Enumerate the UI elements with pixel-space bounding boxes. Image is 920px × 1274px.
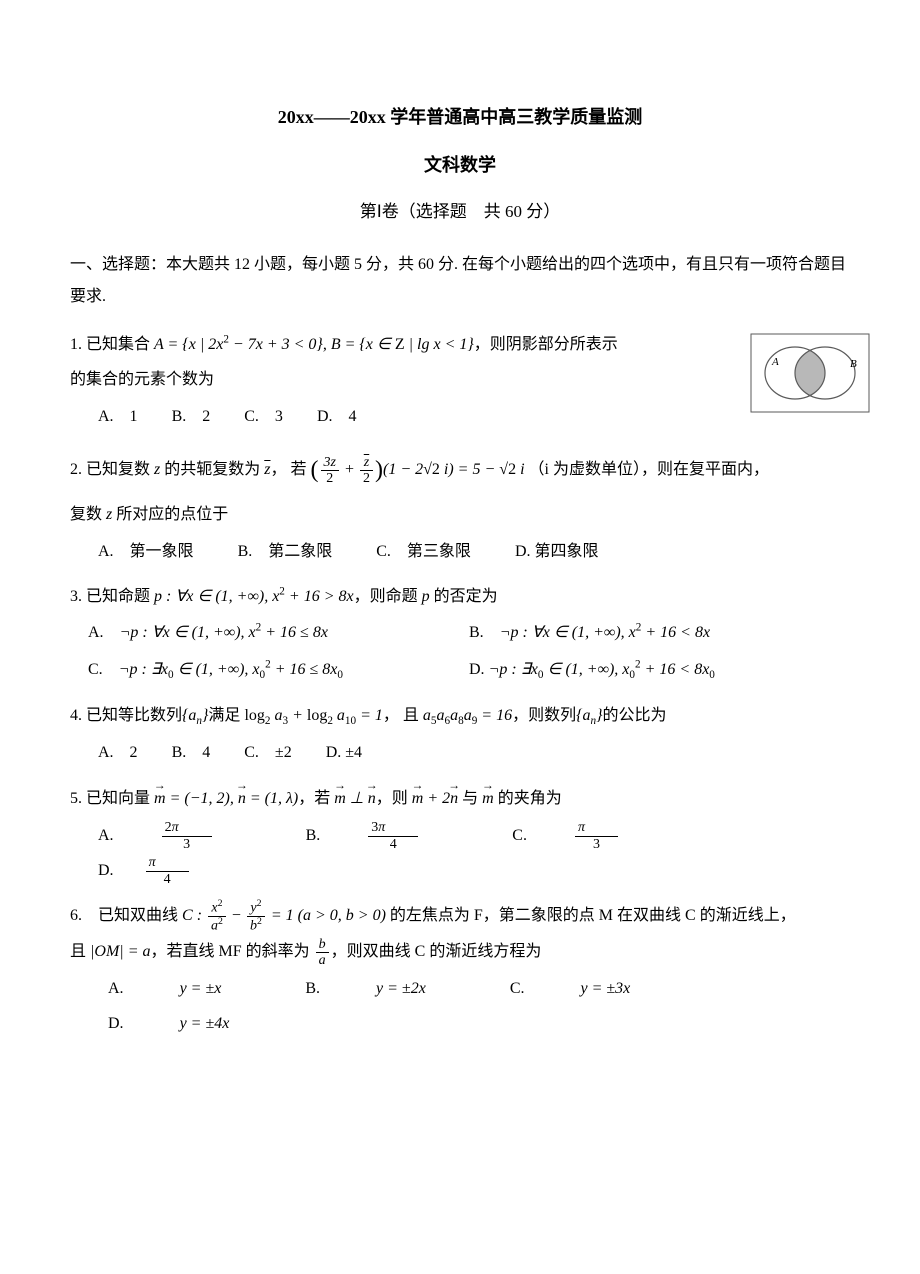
q1-optB: B. 2 <box>172 399 211 434</box>
section-header: 第Ⅰ卷（选择题 共 60 分） <box>70 196 850 228</box>
q3-optC-pre: C. <box>88 661 119 678</box>
q6-optB-pre: B. <box>305 971 336 1006</box>
q4-optD: D. ±4 <box>326 735 362 770</box>
question-2: 2. 已知复数 z 的共轭复数为 z， 若 (3z2 + z2)(1 − 2√2… <box>70 444 850 569</box>
exam-title: 20xx——20xx 学年普通高中高三教学质量监测 <box>70 100 850 134</box>
q2-optD: D. 第四象限 <box>515 534 599 569</box>
q5-mid1: ，若 <box>298 790 334 807</box>
svg-text:A: A <box>771 356 779 368</box>
q2-line2-pre: 复数 <box>70 506 106 523</box>
q5-optB-pre: B. <box>306 818 337 853</box>
q2-line2-post: 所对应的点位于 <box>112 506 228 523</box>
question-3: 3. 已知命题 p : ∀x ∈ (1, +∞), x2 + 16 > 8x，则… <box>70 579 850 687</box>
q4-optC: C. ±2 <box>244 735 291 770</box>
q4-mid3: ，则数列 <box>512 707 576 724</box>
question-1: A B 1. 已知集合 A = {x | 2x2 − 7x + 3 < 0}, … <box>70 327 850 435</box>
q1-mid: ，则阴影部分所表示 <box>474 336 618 353</box>
q6-line2-mid: ，若直线 MF 的斜率为 <box>151 943 314 960</box>
q3-optD-pre: D. <box>469 661 489 678</box>
q1-optC: C. 3 <box>244 399 283 434</box>
q3-prefix: 3. 已知命题 <box>70 588 154 605</box>
q2-optA: A. 第一象限 <box>98 534 194 569</box>
q6-prefix: 6. 已知双曲线 <box>70 907 182 924</box>
q4-post: 的公比为 <box>603 707 667 724</box>
q6-line2-pre: 且 <box>70 943 90 960</box>
q2-options: A. 第一象限 B. 第二象限 C. 第三象限 D. 第四象限 <box>70 534 850 569</box>
q6-options: A. y = ±x B. y = ±2x C. y = ±3x D. y = ±… <box>70 971 850 1041</box>
q2-mid3: （i 为虚数单位），则在复平面内， <box>525 461 769 478</box>
q2-prefix: 2. 已知复数 <box>70 461 154 478</box>
q4-mid1: 满足 <box>208 707 244 724</box>
q3-options: A. ¬p : ∀x ∈ (1, +∞), x2 + 16 ≤ 8x B. ¬p… <box>70 615 850 688</box>
q3-optB-pre: B. <box>469 624 500 641</box>
q4-prefix: 4. 已知等比数列 <box>70 707 182 724</box>
question-5: 5. 已知向量 m = (−1, 2), n = (1, λ)，若 m ⊥ n，… <box>70 781 850 889</box>
svg-text:B: B <box>850 358 857 370</box>
q4-options: A. 2 B. 4 C. ±2 D. ±4 <box>70 735 850 770</box>
q4-mid2: ， 且 <box>383 707 423 724</box>
question-4: 4. 已知等比数列{an}满足 log2 a3 + log2 a10 = 1， … <box>70 698 850 771</box>
q1-optD: D. 4 <box>317 399 357 434</box>
q5-optC-pre: C. <box>512 818 543 853</box>
q2-mid2: ， 若 <box>271 461 311 478</box>
q2-mid1: 的共轭复数为 <box>160 461 264 478</box>
q2-optC: C. 第三象限 <box>376 534 471 569</box>
q5-options: A. 2π3 B. 3π4 C. π3 D. π4 <box>70 818 850 888</box>
q1-line2: 的集合的元素个数为 <box>70 362 850 397</box>
q6-mid: 的左焦点为 F，第二象限的点 M 在双曲线 C 的渐近线上， <box>386 907 796 924</box>
exam-subject: 文科数学 <box>70 148 850 182</box>
q1-prefix: 1. 已知集合 <box>70 336 154 353</box>
q5-mid3: 与 <box>458 790 482 807</box>
q5-optA-pre: A. <box>98 818 130 853</box>
q1-options: A. 1 B. 2 C. 3 D. 4 <box>70 399 850 434</box>
q3-optA-pre: A. <box>88 624 120 641</box>
q3-post: 的否定为 <box>430 588 498 605</box>
question-6: 6. 已知双曲线 C : x2a2 − y2b2 = 1 (a > 0, b >… <box>70 898 850 1041</box>
q5-optD-pre: D. <box>98 853 114 888</box>
q2-optB: B. 第二象限 <box>238 534 333 569</box>
q6-optA-pre: A. <box>108 971 140 1006</box>
venn-diagram: A B <box>750 333 870 426</box>
q3-mid: ，则命题 <box>354 588 422 605</box>
q4-optA: A. 2 <box>98 735 138 770</box>
q5-prefix: 5. 已知向量 <box>70 790 154 807</box>
q4-optB: B. 4 <box>172 735 211 770</box>
q5-mid2: ，则 <box>376 790 412 807</box>
q6-optC-pre: C. <box>510 971 541 1006</box>
q6-optD-pre: D. <box>108 1006 140 1041</box>
q1-optA: A. 1 <box>98 399 138 434</box>
section-instructions: 一、选择题：本大题共 12 小题，每小题 5 分，共 60 分. 在每个小题给出… <box>70 249 850 313</box>
q6-line2-post: ，则双曲线 C 的渐近线方程为 <box>331 943 542 960</box>
q5-post: 的夹角为 <box>494 790 562 807</box>
